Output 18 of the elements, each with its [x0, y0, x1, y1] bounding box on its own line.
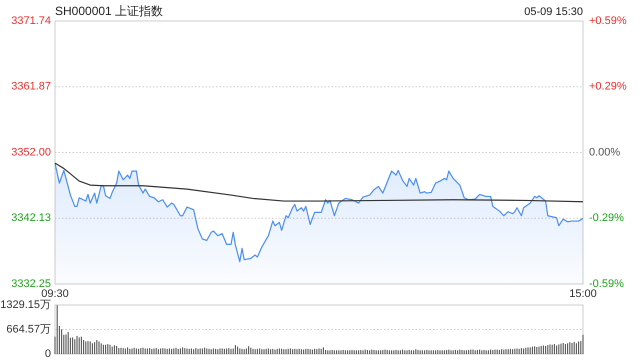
line-series — [54, 162, 584, 202]
y-tick-label: 3361.87 — [11, 80, 51, 93]
y-tick-label: 0 — [44, 348, 51, 360]
chart-title: SH000001 上证指数 — [55, 4, 164, 18]
y-tick-label: 3371.74 — [11, 14, 51, 27]
y-tick-label: 3342.13 — [11, 212, 51, 224]
y-tick-label: 664.57万 — [6, 323, 51, 336]
x-tick-label: 15:00 — [569, 288, 597, 300]
y2-tick-label: +0.59% — [589, 14, 627, 27]
y2-tick-label: +0.29% — [589, 80, 627, 93]
chart-subtitle: 05-09 15:30 — [524, 6, 583, 18]
y2-tick-label: -0.29% — [589, 212, 624, 224]
y-tick-label: 3332.25 — [11, 278, 51, 290]
x-tick-label: 09:30 — [41, 288, 69, 300]
y2-tick-label: 0.00% — [589, 146, 620, 158]
y2-tick-label: -0.59% — [589, 278, 624, 290]
y-tick-label: 1329.15万 — [0, 298, 51, 311]
y-tick-label: 3352.00 — [11, 146, 51, 158]
